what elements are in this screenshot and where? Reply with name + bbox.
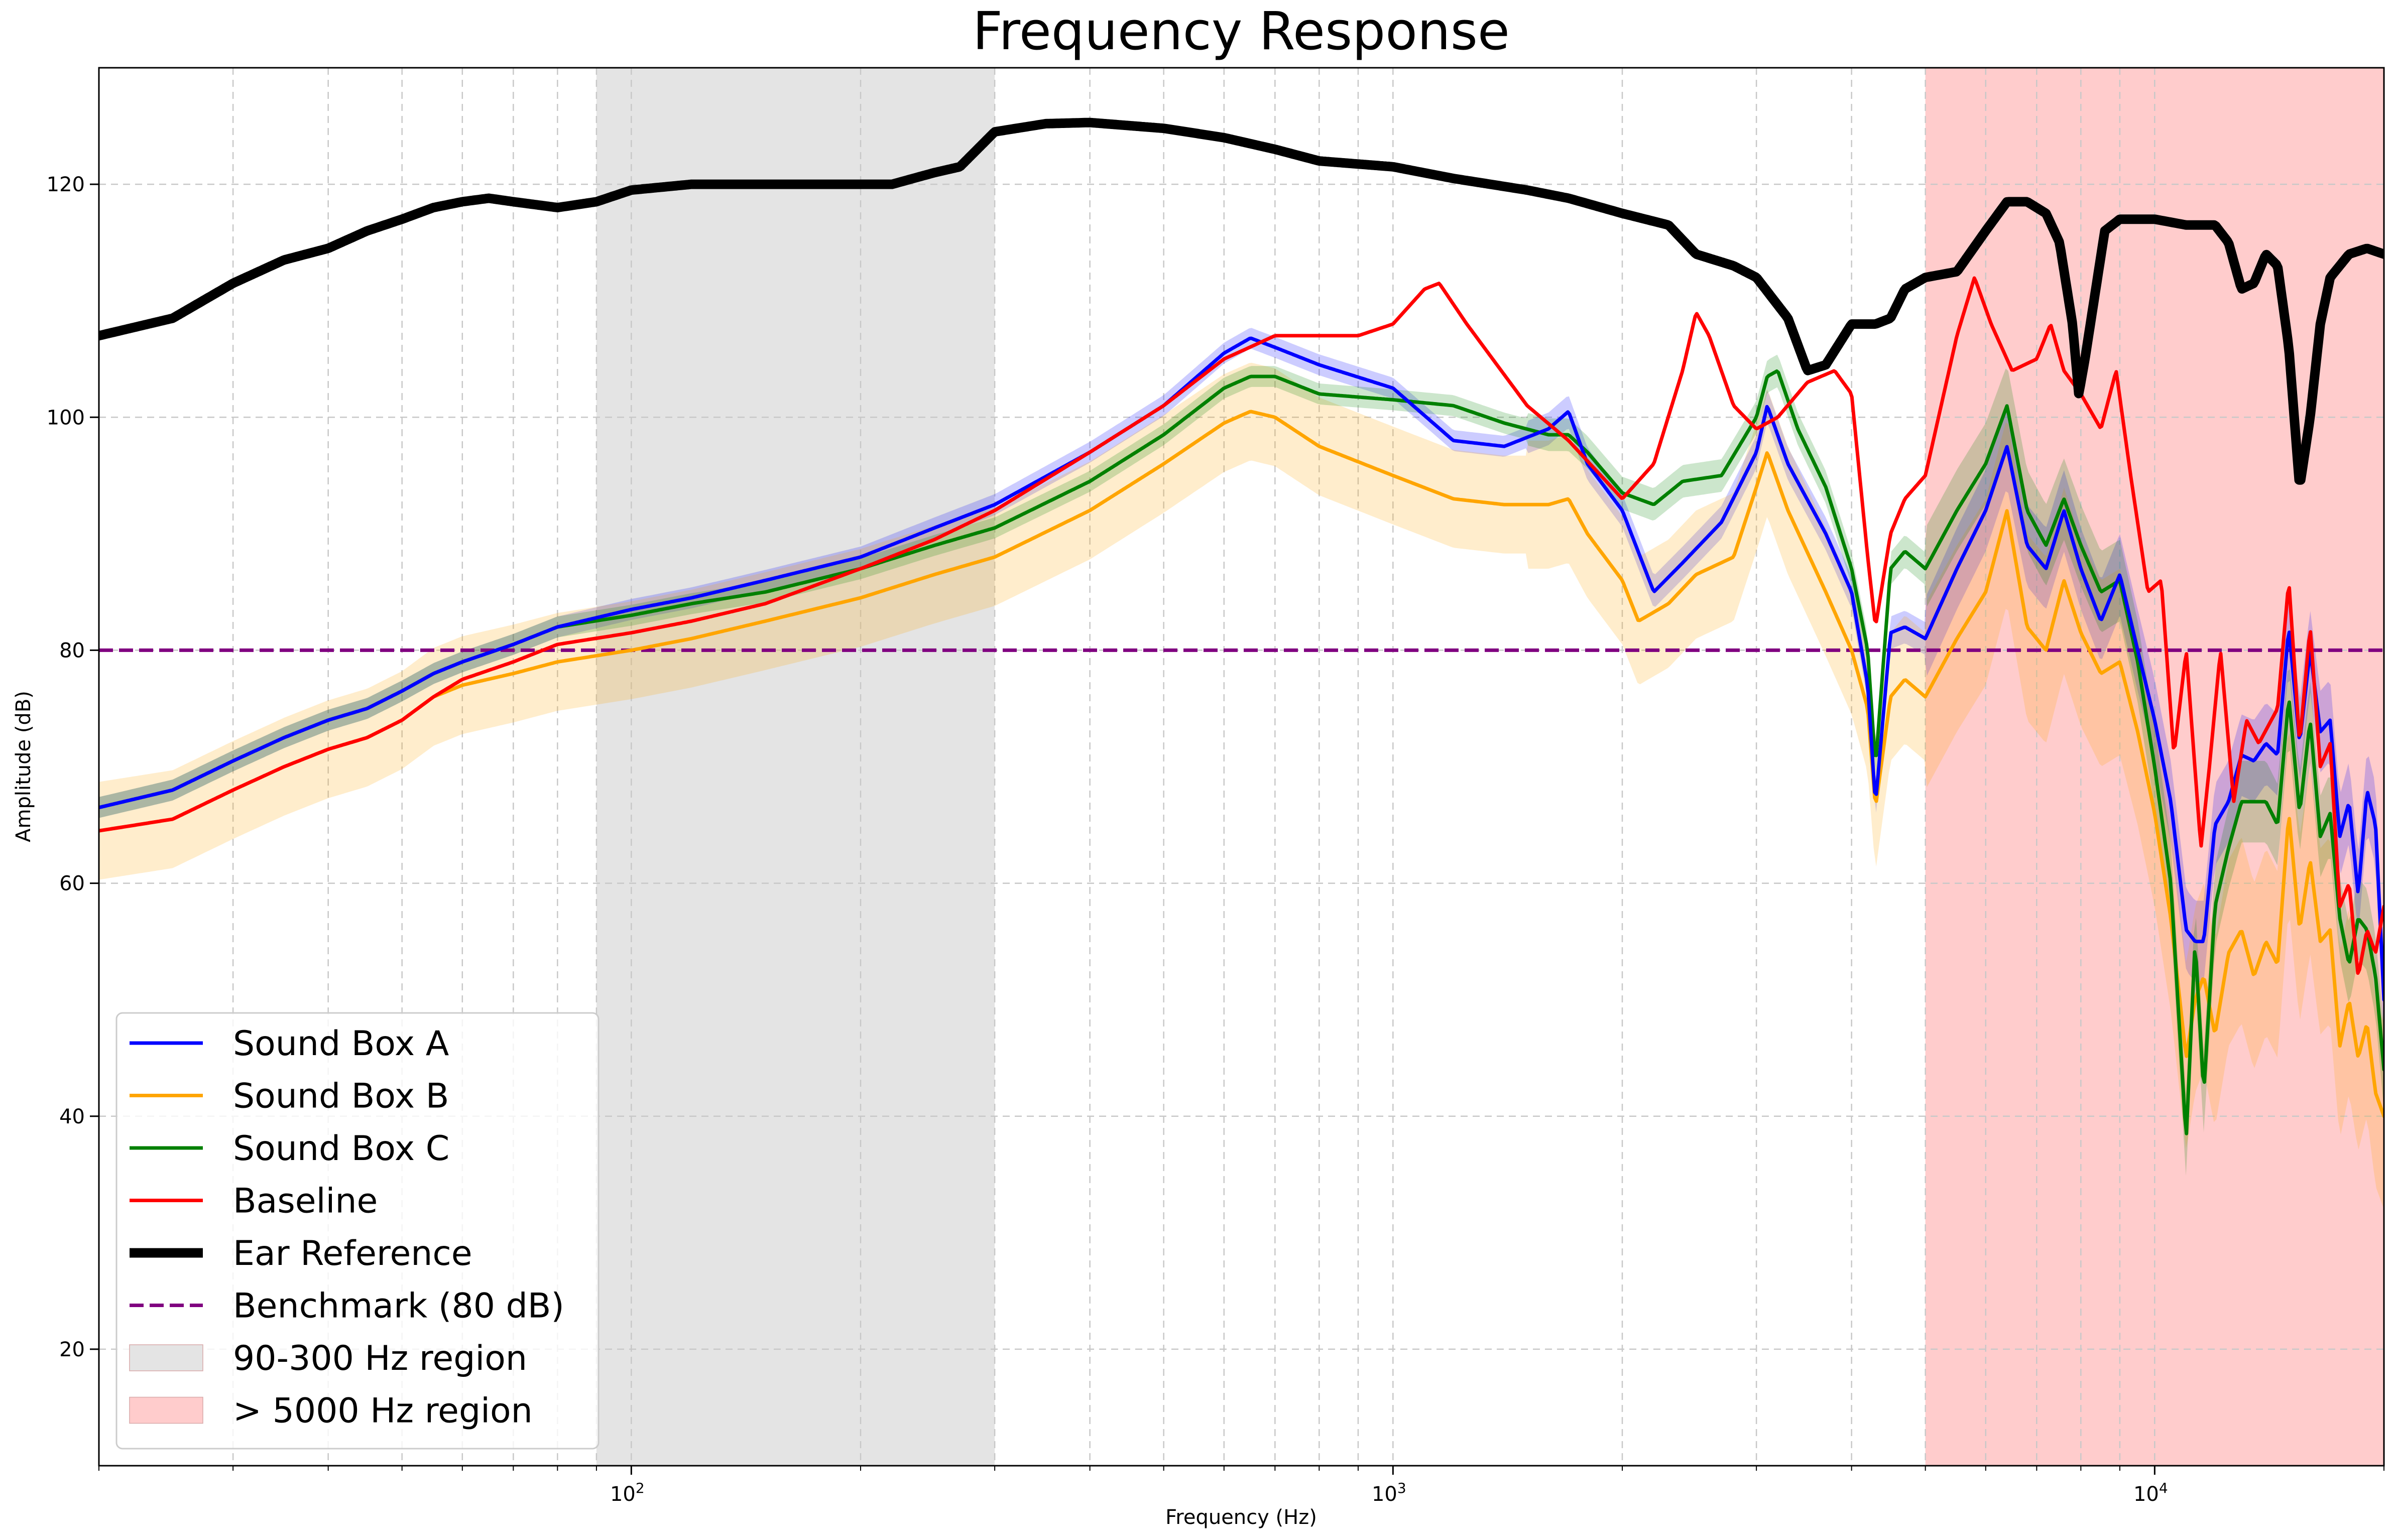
y-tick-label: 100 [47,406,85,429]
legend-label: Sound Box B [233,1077,449,1116]
region-0 [596,68,995,1466]
legend-label: Sound Box A [233,1024,449,1064]
series-line-0 [99,336,2384,1002]
legend-label: Ear Reference [233,1234,472,1273]
x-tick-label: 102 [610,1480,645,1506]
legend-label: Benchmark (80 dB) [233,1287,564,1326]
y-tick-label: 20 [59,1338,85,1361]
shaded-regions [596,68,2384,1466]
y-tick-label: 40 [59,1105,85,1128]
legend-label: > 5000 Hz region [233,1391,533,1431]
y-axis-label: Amplitude (dB) [12,691,35,842]
band-1 [99,362,2384,1210]
grid-lines [98,68,2385,1466]
legend-swatch-patch [129,1396,203,1424]
legend-label: 90-300 Hz region [233,1339,527,1378]
legend-swatch-patch [129,1344,203,1371]
x-axis-label: Frequency (Hz) [1165,1506,1317,1529]
x-tick-label: 103 [1372,1480,1406,1506]
axis-ticks: 102 103 104 20 40 60 80 100 120 [47,173,2384,1506]
y-tick-label: 80 [59,639,85,662]
legend: Sound Box A Sound Box B Sound Box C Baselin… [115,1012,600,1450]
legend-label: Sound Box C [233,1129,449,1169]
legend-label: Baseline [233,1182,378,1221]
legend-box [115,1012,600,1450]
series-lines [99,117,2384,1135]
chart-title: Frequency Response [973,1,1510,62]
y-tick-label: 60 [59,872,85,895]
plot-frame [98,67,2385,1467]
x-tick-label: 104 [2133,1480,2168,1506]
series-line-3 [99,276,2384,975]
series-line-4 [99,117,2384,485]
series-line-1 [99,410,2384,1118]
y-tick-label: 120 [47,173,85,196]
